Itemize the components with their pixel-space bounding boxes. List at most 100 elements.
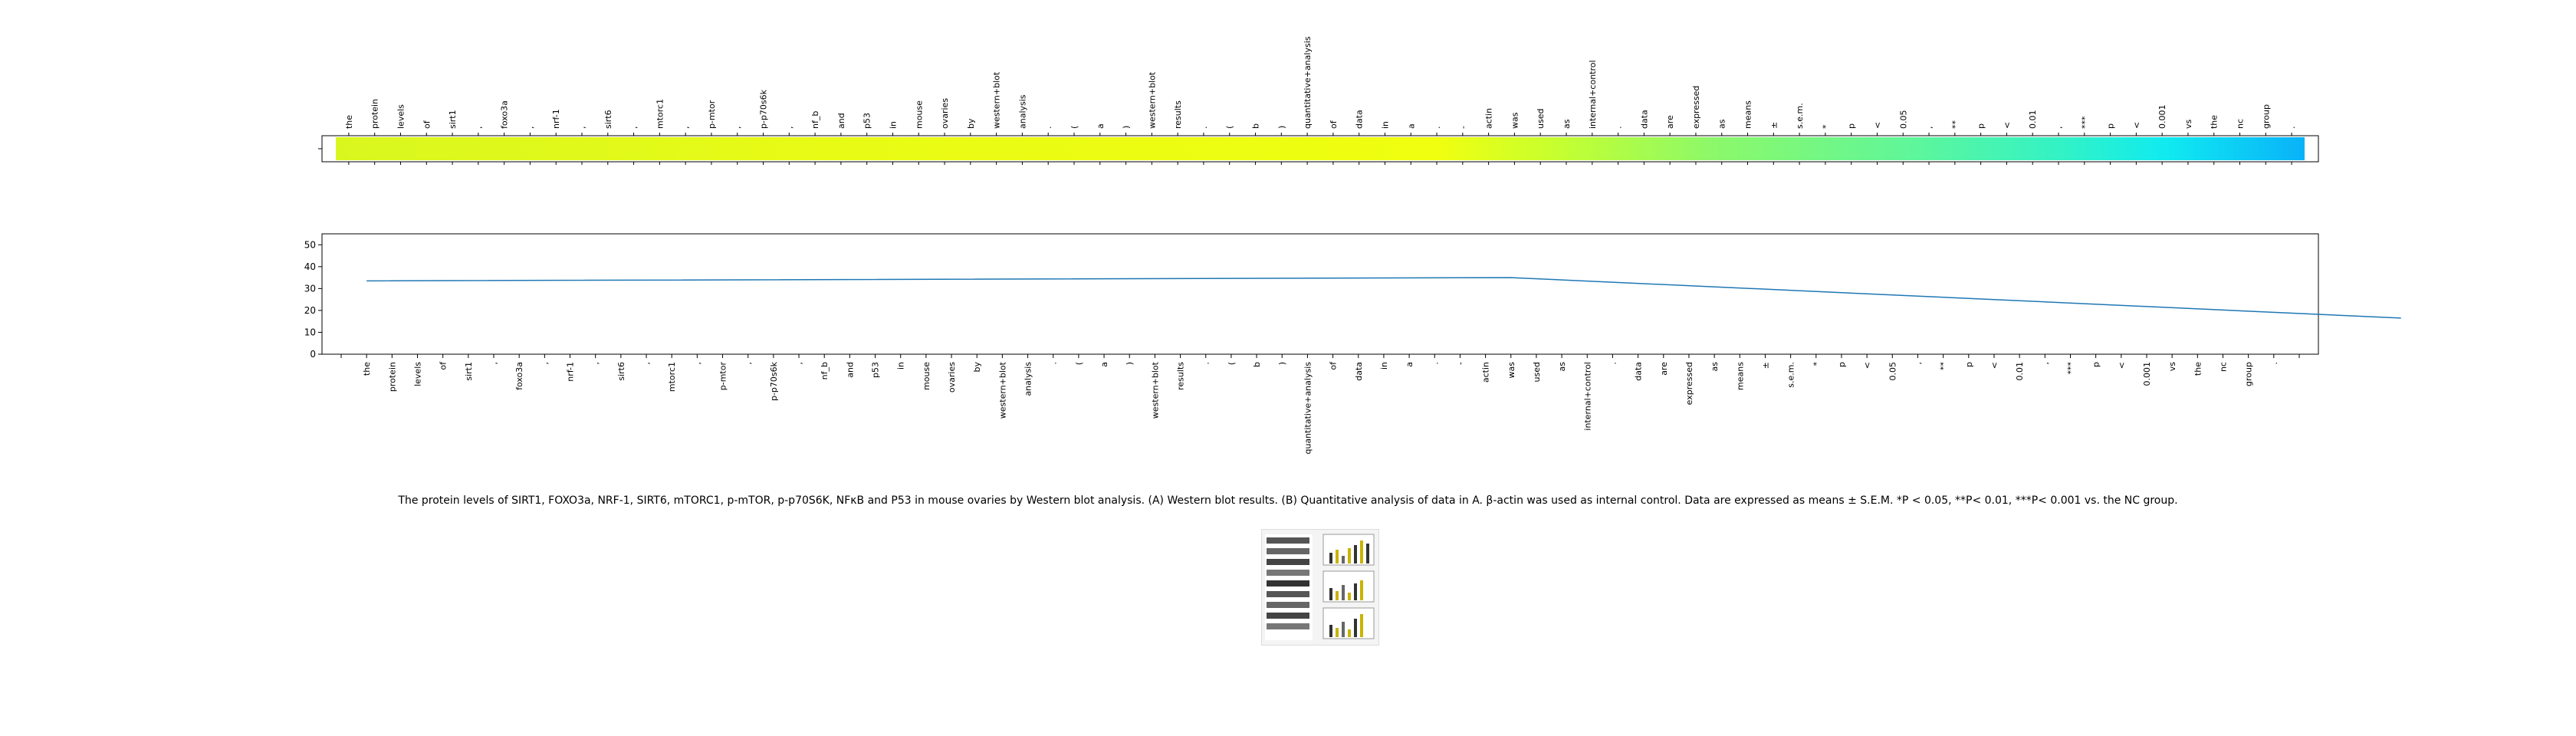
x-tick-label: mouse: [922, 362, 932, 390]
heatmap-token-label: protein: [370, 99, 380, 129]
heatmap-token-label: <: [2002, 122, 2012, 129]
heatmap-token-label: as: [1717, 119, 1727, 129]
mini-bar: [1336, 591, 1339, 600]
x-tick-label: p: [1964, 362, 1974, 367]
mini-bar: [1348, 629, 1351, 637]
x-tick-label: analysis: [1024, 362, 1033, 396]
x-tick-label: p-p70s6k: [769, 361, 779, 401]
x-tick-label: ,: [642, 362, 652, 365]
heatmap-token-labels: the protein levels of sirt1, foxo3a, nrf-1, sir…: [344, 36, 2297, 129]
x-tick-label: ,: [794, 362, 804, 365]
x-tick-label: ,: [1913, 362, 1923, 365]
x-tick-label: <: [1862, 362, 1872, 369]
x-tick-label: used: [1532, 362, 1542, 382]
heatmap-token-label: western+blot: [1147, 71, 1157, 129]
x-tick-label: (: [1227, 362, 1237, 365]
heatmap-token-label: data: [1355, 110, 1365, 129]
heatmap-token-label: data: [1639, 110, 1649, 129]
plot-frame: [321, 233, 2319, 355]
blot-band: [1267, 537, 1309, 544]
x-tick-label: ,: [540, 362, 550, 365]
heatmap-token-label: *: [1821, 124, 1831, 129]
x-tick-label: a: [1405, 362, 1414, 367]
x-tick-label: expressed: [1684, 362, 1694, 405]
heatmap-token-label: expressed: [1691, 86, 1701, 129]
x-tick-label: ): [1125, 362, 1135, 365]
heatmap-token-label: nf_b: [810, 111, 820, 129]
heatmap-token-label: p: [1976, 123, 1986, 129]
mini-bar: [1336, 628, 1339, 637]
heatmap-token-label: b: [1251, 123, 1261, 129]
x-tick-label: foxo3a: [514, 362, 524, 390]
heatmap-token-label: the: [2210, 115, 2220, 129]
x-tick-label: nc: [2218, 362, 2228, 372]
heatmap-token-label: ,: [784, 127, 794, 130]
x-tick-label: ,: [489, 362, 499, 365]
y-tick-label: 50: [304, 239, 316, 250]
x-tick-label: levels: [413, 362, 423, 386]
heatmap-token-label: of: [1329, 120, 1339, 129]
heatmap-token-label: -: [1458, 126, 1468, 129]
x-tick-label: by: [972, 362, 982, 373]
x-tick-label: p: [1837, 362, 1847, 367]
x-tick-label: ***: [2065, 362, 2075, 375]
heatmap-token-label: ,: [2054, 127, 2064, 130]
mini-bar: [1342, 585, 1345, 600]
heatmap-token-label: <: [1872, 122, 1882, 129]
heatmap-token-label: ): [1122, 126, 1132, 129]
heatmap-token-label: p-mtor: [707, 100, 717, 129]
heatmap-token-label: .: [1432, 127, 1442, 130]
blot-band: [1267, 570, 1309, 576]
heatmap-token-label: ±: [1769, 122, 1779, 129]
x-tick-label: <: [1990, 362, 1999, 369]
x-tick-label: s.e.m.: [1786, 362, 1796, 388]
heatmap-x-ticks: [348, 133, 2292, 165]
heatmap-token-label: ,: [1924, 127, 1934, 130]
x-tick-label: .: [1201, 362, 1211, 365]
y-tick-label: 20: [304, 305, 316, 316]
x-tick-label: 0.001: [2142, 362, 2152, 386]
x-tick-label: quantitative+analysis: [1303, 362, 1313, 455]
x-tick-label: western+blot: [1150, 361, 1160, 419]
x-tick-label: ±: [1760, 362, 1770, 369]
blot-band: [1267, 591, 1309, 597]
heatmap-token-label: quantitative+analysis: [1303, 36, 1313, 129]
heatmap-token-label: are: [1665, 115, 1675, 129]
x-tick-label: ): [1277, 362, 1287, 365]
x-tick-label: **: [1939, 362, 1949, 371]
heatmap-token-label: group: [2261, 104, 2271, 129]
heatmap-token-label: (: [1070, 126, 1079, 129]
x-tick-label: p-mtor: [718, 362, 728, 391]
x-tick-label: 0.05: [1888, 362, 1898, 381]
figure-caption: The protein levels of SIRT1, FOXO3a, NRF…: [398, 495, 2178, 507]
x-tick-label: mtorc1: [667, 362, 677, 392]
heatmap-token-label: ,: [629, 127, 639, 130]
heatmap-token-label: 0.001: [2157, 105, 2167, 130]
x-tick-label: internal+control: [1582, 362, 1592, 431]
x-tick-label: group: [2244, 362, 2254, 386]
y-tick-label: 10: [304, 327, 316, 337]
x-tick-label: data: [1354, 362, 1364, 381]
heatmap-token-label: ***: [2080, 116, 2090, 129]
x-tick-label: sirt1: [464, 362, 474, 381]
x-tick-label: actin: [1481, 362, 1491, 383]
heatmap-token-label: of: [422, 120, 432, 129]
heatmap-token-label: actin: [1484, 108, 1494, 129]
heatmap-token-label: p: [1847, 123, 1857, 129]
heatmap-token-label: vs: [2183, 119, 2193, 129]
x-tick-label: as: [1557, 362, 1567, 372]
figure: the protein levels of sirt1, foxo3a, nrf-1, sir…: [304, 36, 2401, 455]
x-tick-label: a: [1099, 362, 1109, 367]
heatmap-token-label: <: [2131, 122, 2141, 129]
mini-bar: [1348, 593, 1351, 600]
blot-band: [1267, 602, 1309, 608]
mini-bar: [1329, 625, 1332, 637]
series-line: [366, 277, 2401, 319]
mini-bar: [1366, 544, 1369, 564]
x-tick-label: <: [2117, 362, 2127, 369]
x-tick-label: of: [439, 361, 449, 370]
heatmap-token-label: a: [1406, 123, 1416, 129]
heatmap-token-label: ,: [525, 127, 535, 130]
mini-bar: [1342, 556, 1345, 564]
heatmap-token-label: means: [1743, 100, 1753, 129]
